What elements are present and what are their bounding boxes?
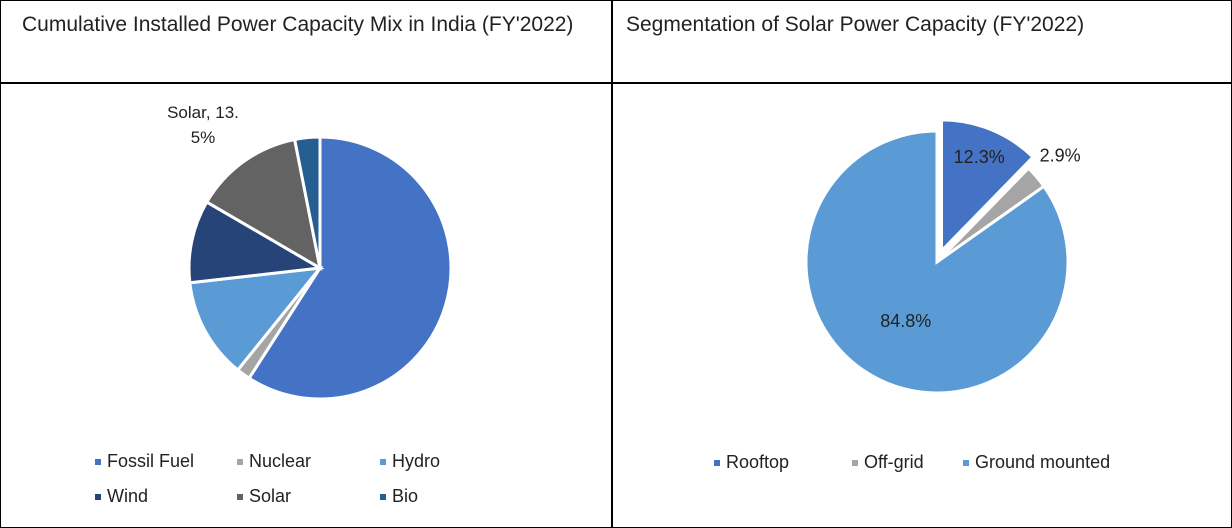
data-label: 84.8% [880,311,931,331]
data-label: 2.9% [1040,146,1081,166]
legend-swatch [963,460,969,466]
legend-swatch [380,459,386,465]
legend-swatch [380,494,386,500]
legend-label: Off-grid [864,452,924,472]
pie-slice [247,135,453,401]
legend-swatch [714,460,720,466]
legend-label: Solar [249,486,291,506]
pie-slice [292,135,322,269]
pie-slice [187,199,325,285]
data-label: Solar, 13.5% [167,103,239,147]
chart-title: Cumulative Installed Power Capacity Mix … [22,13,574,36]
pie-slice [804,129,1070,395]
legend-label: Fossil Fuel [107,451,194,471]
legend-swatch [237,459,243,465]
pie-slice [940,118,1036,255]
column-divider [611,0,613,528]
legend-label: Nuclear [249,451,311,471]
pie-slice [188,266,324,373]
legend-label: Hydro [392,451,440,471]
legend-label: Bio [392,486,418,506]
row-divider [0,82,1232,84]
legend-label: Wind [107,486,148,506]
legend-swatch [852,460,858,466]
legend-label: Ground mounted [975,452,1110,472]
legend-label: Rooftop [726,452,789,472]
chart-title: Segmentation of Solar Power Capacity (FY… [626,13,1085,36]
pie-slice [204,137,323,271]
legend-swatch [95,494,101,500]
legend-swatch [95,459,101,465]
legend-swatch [237,494,243,500]
data-label: 12.3% [954,147,1005,167]
